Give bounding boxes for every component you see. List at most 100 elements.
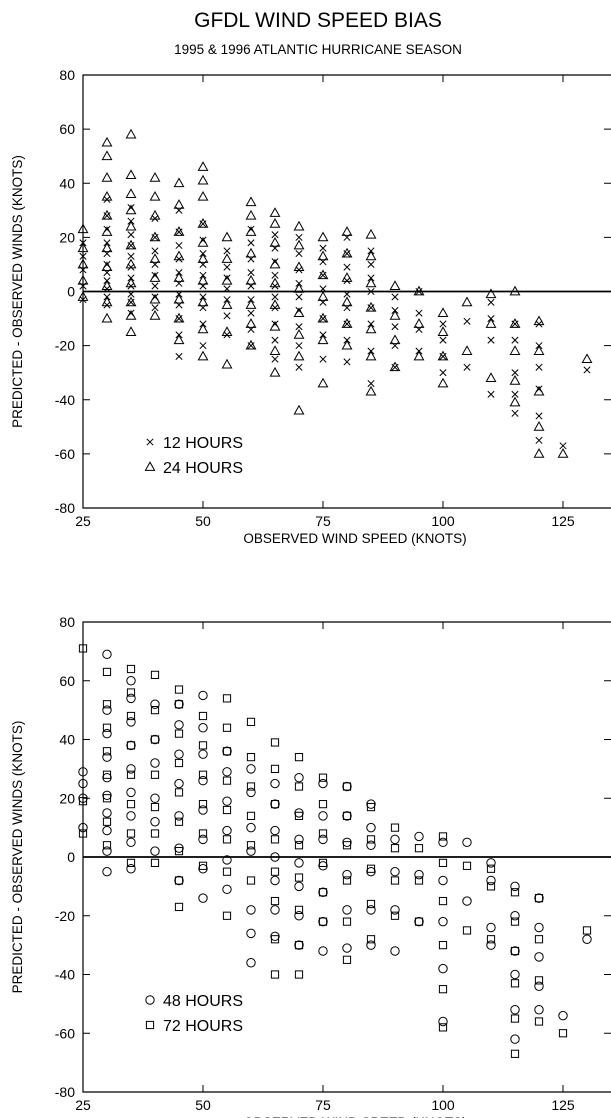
- data-point-circle: [294, 858, 304, 868]
- legend-label: 24 HOURS: [163, 460, 243, 477]
- data-point-square: [510, 1049, 520, 1058]
- data-point-circle: [486, 875, 496, 886]
- data-point-x: [103, 195, 111, 204]
- data-point-circle: [246, 928, 256, 939]
- data-point-x: [175, 315, 183, 323]
- data-point-x: [367, 379, 375, 388]
- data-point-triangle: [341, 339, 353, 350]
- data-point-x: [343, 358, 351, 366]
- data-point-circle: [222, 746, 232, 756]
- data-point-square: [174, 685, 184, 694]
- data-point-triangle: [245, 339, 257, 350]
- wind-bias-panel-12-24h: -80 -60 -40 -20 0 20 40 60 80 25 50 75 100 125 OBSERVE…: [10, 67, 611, 546]
- data-point-circle: [102, 808, 112, 818]
- data-point-triangle: [533, 315, 545, 326]
- data-point-triangle: [149, 272, 161, 282]
- data-point-circle: [318, 834, 328, 845]
- data-point-circle: [270, 799, 280, 809]
- data-point-circle: [126, 740, 136, 751]
- data-point-x: [343, 263, 351, 271]
- data-point-triangle: [437, 350, 449, 361]
- data-point-square: [246, 876, 256, 885]
- data-point-triangle: [269, 207, 281, 217]
- data-point-triangle: [101, 296, 113, 307]
- data-point-triangle: [149, 253, 161, 263]
- data-point-triangle: [533, 345, 545, 355]
- data-point-triangle: [269, 345, 281, 355]
- x-axis-title: OBSERVED WIND SPEED (KNOTS): [243, 531, 466, 546]
- data-point-triangle: [221, 299, 233, 309]
- data-point-x: [79, 252, 87, 260]
- data-point-circle: [198, 805, 208, 815]
- data-point-triangle: [317, 312, 329, 323]
- data-point-circle: [198, 864, 208, 874]
- y-tick-label: 80: [59, 67, 75, 83]
- data-point-triangle: [245, 318, 257, 328]
- data-point-x: [559, 442, 567, 450]
- data-point-circle: [342, 905, 352, 915]
- data-point-square: [318, 800, 328, 809]
- data-point-triangle: [221, 231, 233, 242]
- data-point-x: [175, 241, 183, 250]
- data-point-x: [535, 320, 543, 328]
- data-point-circle: [414, 916, 424, 927]
- data-point-triangle: [365, 385, 377, 396]
- data-point-square: [486, 864, 496, 873]
- data-point-triangle: [125, 204, 137, 215]
- data-point-circle: [102, 846, 112, 856]
- data-point-square: [246, 717, 256, 726]
- data-point-triangle: [221, 253, 233, 263]
- data-point-circle: [174, 699, 184, 709]
- data-point-triangle: [101, 312, 113, 323]
- data-point-x: [127, 263, 135, 271]
- y-tick-label: 0: [67, 849, 75, 865]
- data-point-square: [318, 773, 328, 782]
- data-point-square: [510, 946, 520, 956]
- data-point-circle: [198, 723, 208, 733]
- y-tick-label: 60: [59, 673, 75, 689]
- data-point-square: [438, 832, 448, 841]
- figure-title: GFDL WIND SPEED BIAS: [194, 9, 442, 32]
- data-point-square: [222, 776, 232, 785]
- data-point-x: [151, 304, 159, 312]
- data-point-square: [294, 811, 304, 820]
- data-point-triangle: [101, 242, 113, 253]
- data-point-triangle: [437, 377, 449, 388]
- series-48-hours: [78, 649, 592, 1044]
- data-point-triangle: [389, 334, 401, 345]
- data-point-x: [103, 285, 111, 293]
- data-point-x: [175, 228, 183, 236]
- data-point-x: [247, 342, 255, 350]
- data-point-triangle: [77, 242, 89, 253]
- data-point-circle: [342, 869, 352, 880]
- data-point-triangle: [389, 361, 401, 372]
- data-point-square: [126, 800, 136, 809]
- data-point-circle: [366, 822, 376, 833]
- data-point-triangle: [197, 236, 209, 247]
- data-point-triangle: [269, 258, 281, 269]
- data-point-triangle: [149, 231, 161, 242]
- y-tick-label: -60: [55, 446, 75, 462]
- y-tick-label: 60: [59, 121, 75, 137]
- data-point-triangle: [389, 310, 401, 320]
- data-point-x: [511, 336, 519, 344]
- data-point-square: [390, 876, 400, 885]
- data-point-circle: [126, 811, 136, 821]
- data-point-square: [342, 955, 352, 964]
- data-point-square: [534, 894, 544, 903]
- data-point-circle: [510, 969, 520, 980]
- data-point-x: [511, 369, 519, 377]
- data-point-triangle: [317, 250, 329, 261]
- x-tick-label: 50: [195, 1097, 211, 1113]
- data-point-triangle: [101, 150, 113, 161]
- data-point-circle: [198, 775, 208, 786]
- data-point-x: [535, 436, 543, 444]
- data-point-circle: [198, 893, 208, 903]
- data-point-triangle: [317, 269, 329, 280]
- data-point-circle: [438, 916, 448, 927]
- data-point-circle: [102, 752, 112, 762]
- data-point-square: [390, 823, 400, 832]
- data-point-x: [151, 282, 159, 290]
- data-point-circle: [102, 866, 112, 877]
- data-point-square: [462, 926, 472, 935]
